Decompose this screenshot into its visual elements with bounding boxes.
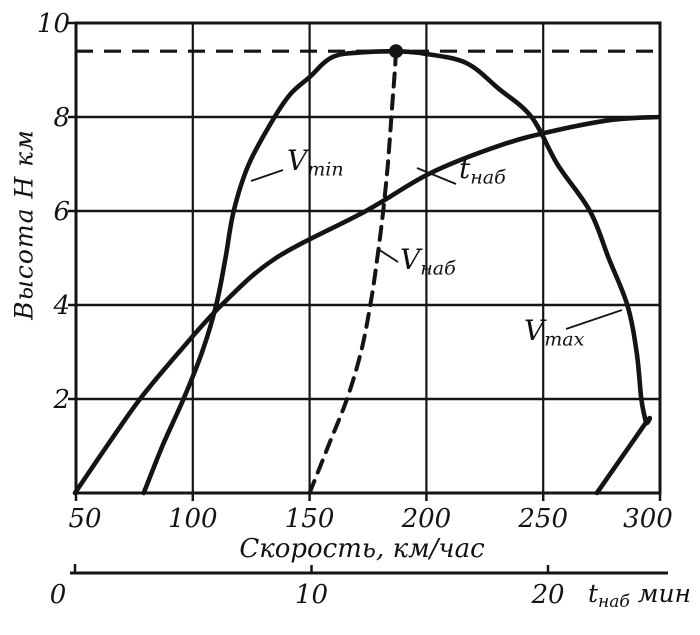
leader-tnab (416, 167, 457, 185)
curve-label-vmax-symbol: V (524, 314, 545, 347)
curve-vmax (393, 48, 653, 496)
curve-label-vnab-symbol: V (400, 243, 421, 276)
curve-label-tnab-symbol: t (459, 152, 471, 185)
curve-label-vmax-subscript: max (544, 328, 585, 351)
x-tick-label-250: 250 (517, 504, 568, 534)
curve-label-vnab: Vнаб (400, 246, 456, 278)
y-tick-label-2: 2 (52, 385, 70, 415)
curve-vnab (307, 49, 398, 495)
y-tick-label-6: 6 (53, 197, 70, 227)
curve-label-tnab: tнаб (459, 155, 506, 187)
curve-label-vmax: Vmax (524, 317, 584, 349)
curve-label-vmin-symbol: V (287, 144, 308, 177)
curve-label-tnab-subscript: наб (470, 166, 506, 189)
y-tick-label-10: 10 (37, 9, 70, 39)
time-tick-label-10: 10 (295, 580, 328, 610)
y-axis-title: Высота Н км (9, 129, 39, 320)
x-axis-title: Скорость, км/час (239, 534, 485, 564)
time-tick-label-20: 20 (530, 580, 564, 610)
leader-vmin (250, 169, 284, 182)
leader-vnab (377, 248, 399, 263)
x-tick-label-150: 150 (285, 504, 335, 534)
plot-frame (74, 21, 662, 495)
time-axis-label: tнаб мин (588, 581, 691, 611)
curve-label-vnab-subscript: наб (420, 257, 456, 280)
curve-tnab (72, 114, 662, 496)
y-tick-label-8: 8 (53, 103, 70, 133)
time-axis-label-unit: мин (629, 579, 692, 608)
time-tick-label-0: 0 (50, 580, 67, 610)
leader-vmax (565, 309, 623, 330)
x-tick-label-100: 100 (168, 504, 218, 534)
x-tick-label-300: 300 (623, 504, 673, 534)
ceiling-point (389, 44, 404, 59)
curve-vmin (141, 48, 399, 496)
x-tick-label-200: 200 (401, 504, 452, 534)
time-axis-label-subscript: наб (598, 591, 630, 612)
curve-label-vmin: Vmin (287, 147, 344, 179)
x-tick-label-50: 50 (68, 504, 101, 534)
y-tick-label-4: 4 (52, 291, 70, 321)
time-axis-label-symbol: t (588, 579, 599, 608)
curve-label-vmin-subscript: min (307, 158, 344, 181)
